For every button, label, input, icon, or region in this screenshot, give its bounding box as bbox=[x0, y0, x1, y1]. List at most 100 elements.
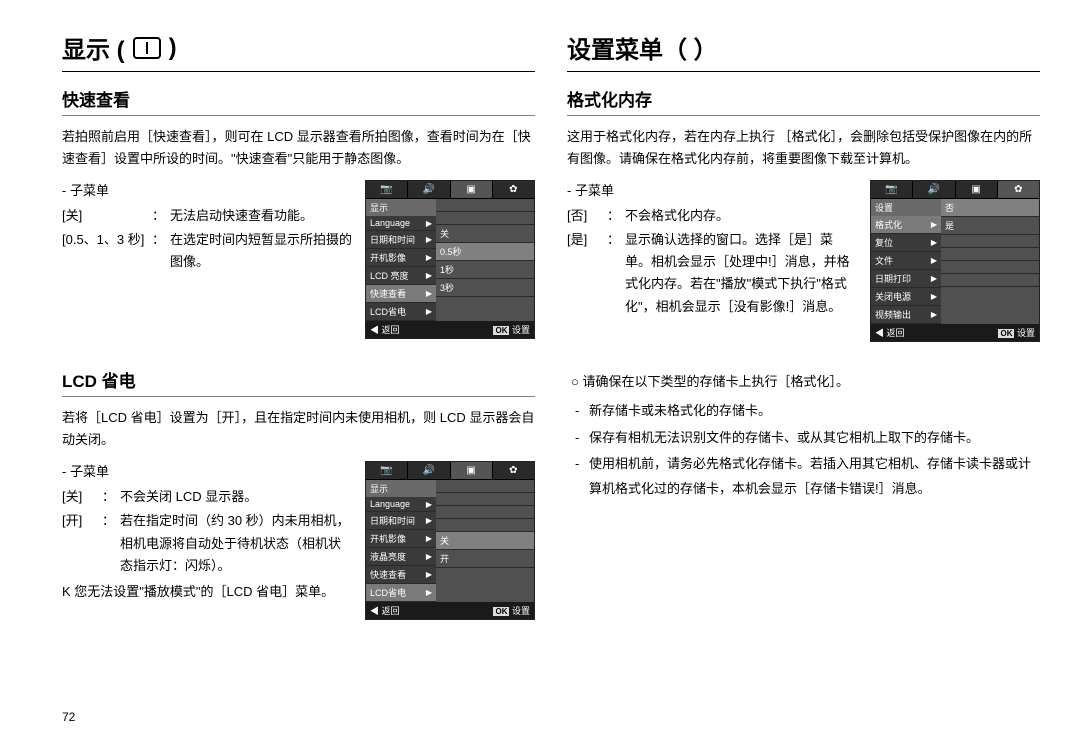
right-column: 设置菜单（ ） 格式化内存 这用于格式化内存，若在内存上执行 ［格式化］，会删除… bbox=[567, 30, 1040, 648]
chevron-right-icon: ▶ bbox=[426, 500, 432, 509]
camera-menu-panel: 📷🔊▣✿显示Language▶日期和时间▶开机影像▶液晶亮度▶快速查看▶LCD省… bbox=[365, 461, 535, 620]
panel-menu-item[interactable]: LCD省电▶ bbox=[366, 303, 436, 321]
panel-left-header: 显示 bbox=[366, 199, 436, 216]
submenu-label: - 子菜单 bbox=[62, 180, 353, 199]
back-button[interactable]: ◀ 返回 bbox=[370, 604, 400, 617]
panel-menu-item[interactable]: Language ▶ bbox=[366, 497, 436, 512]
panel-tab[interactable]: 📷 bbox=[366, 462, 408, 479]
panel-tab[interactable]: ▣ bbox=[451, 181, 493, 198]
panel-menu-item[interactable]: LCD 亮度▶ bbox=[366, 267, 436, 285]
panel-option-item[interactable] bbox=[436, 480, 534, 493]
panel-option-item[interactable]: 关 bbox=[436, 532, 534, 550]
quick-view-section: 快速查看 若拍照前启用［快速查看］，则可在 LCD 显示器查看所拍图像，查看时间… bbox=[62, 86, 535, 339]
panel-tab[interactable]: ✿ bbox=[493, 181, 534, 198]
bullet-item: 使用相机前，请务必先格式化存储卡。若插入用其它相机、存储卡读卡器或计算机格式化过… bbox=[571, 452, 1040, 501]
camera-menu-panel: 📷🔊▣✿ 显示Language▶日期和时间▶开机影像▶LCD 亮度▶快速查看▶LC… bbox=[365, 180, 535, 339]
panel-item-label: 液晶亮度 bbox=[370, 550, 406, 563]
playback-note: K 您无法设置"播放模式"的［LCD 省电］菜单。 bbox=[62, 581, 353, 603]
panel-option-item[interactable] bbox=[436, 506, 534, 519]
ok-button[interactable]: OK 设置 bbox=[493, 604, 530, 617]
panel-menu-item[interactable]: 复位▶ bbox=[871, 234, 941, 252]
panel-tab[interactable]: 🔊 bbox=[408, 462, 450, 479]
panel-tab[interactable]: 🔊 bbox=[408, 181, 450, 198]
panel-menu-item[interactable]: 开机影像▶ bbox=[366, 249, 436, 267]
panel-option-item[interactable] bbox=[941, 248, 1039, 261]
panel-bottom-bar: ◀ 返回 OK 设置 bbox=[871, 324, 1039, 341]
definition-row: [否]：不会格式化内存。 bbox=[567, 205, 858, 227]
panel-tab[interactable]: ▣ bbox=[956, 181, 998, 198]
ok-label: OK bbox=[998, 329, 1014, 338]
definition-sep: ： bbox=[607, 229, 625, 317]
ok-button[interactable]: OK 设置 bbox=[998, 326, 1035, 339]
panel-item-label: 视频输出 bbox=[875, 308, 911, 321]
panel-item-label: LCD省电 bbox=[370, 586, 406, 599]
panel-option-item[interactable]: 关 bbox=[436, 225, 534, 243]
definition-key: [关] bbox=[62, 486, 102, 508]
panel-menu-item[interactable]: LCD省电▶ bbox=[366, 584, 436, 602]
panel-tab[interactable]: ✿ bbox=[493, 462, 534, 479]
left-column: 显示 ( ) 快速查看 若拍照前启用［快速查看］，则可在 LCD 显示器查看所拍… bbox=[62, 30, 535, 648]
panel-tab[interactable]: 🔊 bbox=[913, 181, 955, 198]
panel-option-item[interactable] bbox=[436, 212, 534, 225]
panel-option-item[interactable]: 是 bbox=[941, 217, 1039, 235]
panel-option-item[interactable] bbox=[941, 261, 1039, 274]
panel-right-list: 否是 bbox=[941, 199, 1039, 324]
panel-option-item[interactable]: 开 bbox=[436, 550, 534, 568]
panel-option-item[interactable] bbox=[941, 274, 1039, 287]
panel-option-item[interactable] bbox=[436, 199, 534, 212]
definition-row: [0.5、1、3 秒]：在选定时间内短暂显示所拍摄的图像。 bbox=[62, 229, 353, 273]
panel-item-label: Language bbox=[370, 218, 410, 228]
panel-tab[interactable]: 📷 bbox=[366, 181, 408, 198]
panel-option-item[interactable]: 否 bbox=[941, 199, 1039, 217]
panel-left-header: 显示 bbox=[366, 480, 436, 497]
panel-tab[interactable]: ▣ bbox=[451, 462, 493, 479]
panel-menu-item[interactable]: 文件▶ bbox=[871, 252, 941, 270]
panel-menu-item[interactable]: 液晶亮度▶ bbox=[366, 548, 436, 566]
panel-menu-item[interactable]: 日期和时间▶ bbox=[366, 512, 436, 530]
panel-bottom-bar: ◀ 返回 OK 设置 bbox=[366, 321, 534, 338]
bullet-item: 新存储卡或未格式化的存储卡。 bbox=[571, 399, 1040, 424]
panel-item-label: 复位 bbox=[875, 236, 893, 249]
panel-menu-item[interactable]: Language▶ bbox=[366, 216, 436, 231]
definition-value: 显示确认选择的窗口。选择［是］菜单。相机会显示［处理中!］消息，并格式化内存。若… bbox=[625, 229, 858, 317]
definition-row: [开]：若在指定时间（约 30 秒）内未用相机，相机电源将自动处于待机状态（相机… bbox=[62, 510, 353, 576]
panel-menu-item[interactable]: 关闭电源▶ bbox=[871, 288, 941, 306]
panel-menu-item[interactable]: 开机影像 ▶ bbox=[366, 530, 436, 548]
back-button[interactable]: ◀ 返回 bbox=[875, 326, 905, 339]
panel-item-label: 开机影像 bbox=[370, 532, 406, 545]
definition-key: [是] bbox=[567, 229, 607, 317]
format-section: 格式化内存 这用于格式化内存，若在内存上执行 ［格式化］，会删除包括受保护图像在… bbox=[567, 86, 1040, 342]
definition-value: 无法启动快速查看功能。 bbox=[170, 205, 353, 227]
title-suffix: ) bbox=[169, 34, 177, 62]
panel-option-item[interactable]: 0.5秒 bbox=[436, 243, 534, 261]
panel-item-label: 文件 bbox=[875, 254, 893, 267]
panel-tab[interactable]: ✿ bbox=[998, 181, 1039, 198]
left-main-title: 显示 ( ) bbox=[62, 30, 535, 72]
ok-label: OK bbox=[493, 607, 509, 616]
panel-menu-item[interactable]: 快速查看▶ bbox=[366, 285, 436, 303]
panel-menu-item[interactable]: 日期打印▶ bbox=[871, 270, 941, 288]
panel-option-item[interactable] bbox=[436, 493, 534, 506]
panel-menu-item[interactable]: 快速查看▶ bbox=[366, 566, 436, 584]
panel-item-label: 格式化 bbox=[875, 218, 902, 231]
quick-view-title: 快速查看 bbox=[62, 86, 535, 116]
definition-row: [关]：不会关闭 LCD 显示器。 bbox=[62, 486, 353, 508]
definition-value: 若在指定时间（约 30 秒）内未用相机，相机电源将自动处于待机状态（相机状态指示… bbox=[120, 510, 353, 576]
panel-tab[interactable]: 📷 bbox=[871, 181, 913, 198]
panel-option-item[interactable] bbox=[436, 519, 534, 532]
panel-option-item[interactable]: 1秒 bbox=[436, 261, 534, 279]
panel-menu-item[interactable]: 视频输出▶ bbox=[871, 306, 941, 324]
definition-key: [0.5、1、3 秒] bbox=[62, 229, 152, 273]
panel-option-item[interactable] bbox=[941, 235, 1039, 248]
panel-menu-item[interactable]: 格式化▶ bbox=[871, 216, 941, 234]
panel-item-label: Language bbox=[370, 499, 410, 509]
set-label: 设置 bbox=[509, 606, 530, 616]
chevron-right-icon: ▶ bbox=[426, 534, 432, 543]
panel-menu-item[interactable]: 日期和时间▶ bbox=[366, 231, 436, 249]
panel-tabs: 📷🔊▣✿ bbox=[871, 181, 1039, 199]
definition-key: [开] bbox=[62, 510, 102, 576]
panel-option-item[interactable]: 3秒 bbox=[436, 279, 534, 297]
panel-left-list: 显示Language▶日期和时间▶开机影像▶LCD 亮度▶快速查看▶LCD省电▶ bbox=[366, 199, 436, 321]
back-button[interactable]: ◀ 返回 bbox=[370, 323, 400, 336]
ok-button[interactable]: OK 设置 bbox=[493, 323, 530, 336]
